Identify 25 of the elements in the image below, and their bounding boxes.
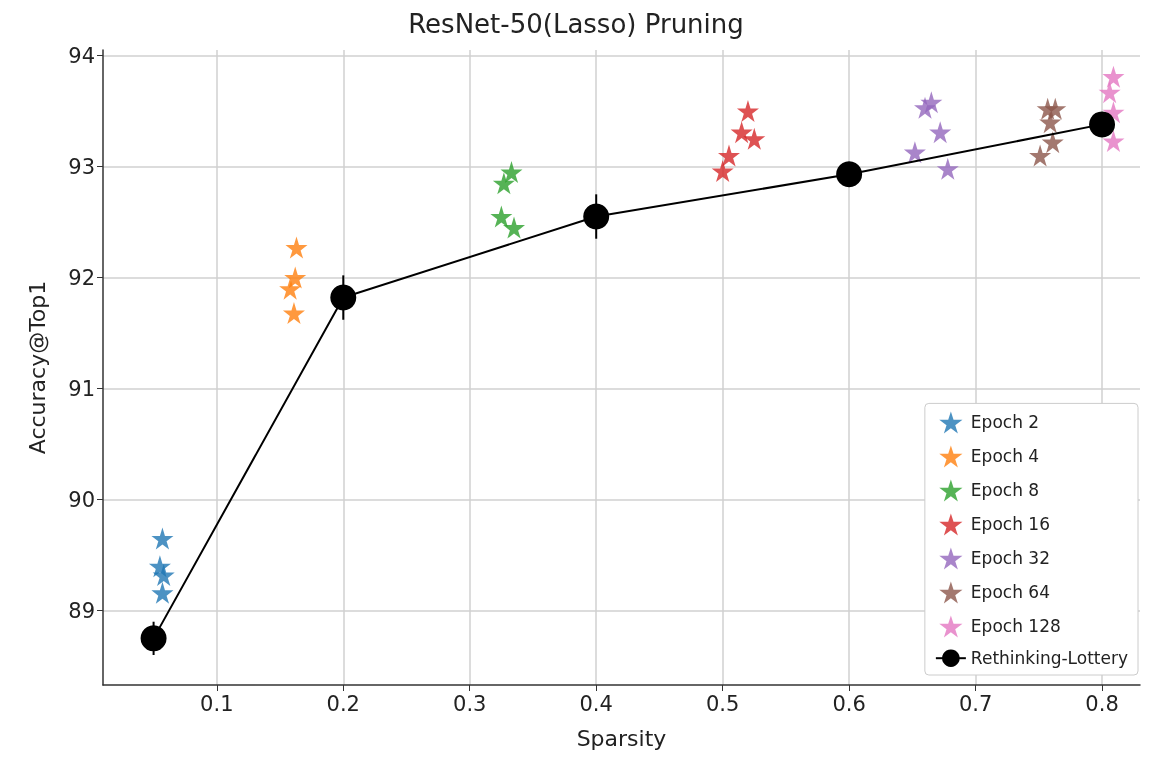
- chart-title: ResNet-50(Lasso) Pruning: [408, 9, 744, 39]
- legend-label: Epoch 64: [970, 582, 1050, 603]
- x-tick-label: 0.6: [832, 691, 866, 716]
- x-tick-label: 0.7: [958, 691, 993, 716]
- x-tick-label: 0.2: [326, 691, 360, 716]
- legend-label: Rethinking-Lottery: [970, 648, 1129, 669]
- y-tick-label: 90: [68, 487, 95, 512]
- x-tick-label: 0.8: [1085, 691, 1119, 716]
- x-tick-label: 0.4: [579, 691, 613, 716]
- legend-label: Epoch 16: [970, 514, 1050, 535]
- x-axis-title: Sparsity: [576, 725, 667, 751]
- legend-label: Epoch 4: [970, 446, 1040, 467]
- legend-label: Epoch 8: [970, 480, 1040, 501]
- legend-label: Epoch 2: [970, 412, 1040, 433]
- y-tick-label: 93: [68, 154, 95, 179]
- legend-label: Epoch 128: [970, 616, 1061, 637]
- y-tick-label: 91: [68, 376, 95, 401]
- y-tick-label: 94: [68, 43, 95, 68]
- legend-label: Epoch 32: [970, 548, 1050, 569]
- y-axis-title: Accuracy@Top1: [24, 280, 50, 455]
- x-tick-label: 0.3: [453, 691, 487, 716]
- x-tick-label: 0.1: [200, 691, 234, 716]
- y-tick-label: 92: [68, 265, 95, 290]
- x-tick-label: 0.5: [705, 691, 740, 716]
- y-tick-label: 89: [68, 598, 95, 623]
